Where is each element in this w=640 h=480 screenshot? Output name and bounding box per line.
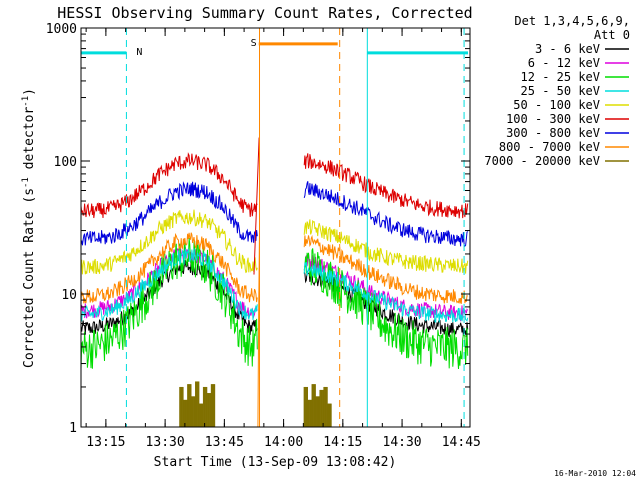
legend-label: 300 - 800 keV — [506, 126, 600, 140]
y-tick-label: 1000 — [46, 22, 77, 37]
series-5-line — [80, 152, 258, 219]
series-5 — [80, 152, 469, 219]
mode-label-1: S — [251, 38, 257, 49]
series-6-line — [303, 181, 469, 247]
series-4-line — [303, 219, 469, 274]
y-axis-label: Corrected Count Rate (s-1 detector-1) — [21, 88, 37, 368]
chart-title: HESSI Observing Summary Count Rates, Cor… — [57, 4, 472, 22]
marker-layer: NS — [81, 28, 469, 427]
series-3-line — [303, 262, 469, 323]
legend-label: 50 - 100 keV — [513, 98, 600, 112]
series-8 — [179, 381, 332, 427]
series-6 — [80, 181, 469, 247]
x-tick-label: 14:15 — [323, 435, 362, 450]
footer-timestamp: 16-Mar-2010 12:04 — [554, 469, 636, 478]
mode-label-0: N — [136, 47, 142, 58]
legend-label: 25 - 50 keV — [521, 84, 600, 98]
series-3-line — [80, 248, 258, 322]
series-7 — [80, 232, 469, 304]
y-tick-label: 100 — [54, 155, 77, 170]
x-tick-label: 14:45 — [442, 435, 481, 450]
y-axis-label-sup1: -1 — [21, 177, 31, 188]
y-tick-label: 1 — [69, 421, 77, 436]
x-tick-label: 14:30 — [383, 435, 422, 450]
legend-label: 800 - 7000 keV — [499, 140, 600, 154]
legend-label: 100 - 300 keV — [506, 112, 600, 126]
x-tick-label: 13:15 — [86, 435, 125, 450]
series-7-line — [303, 234, 469, 304]
flare-rise-line — [253, 137, 260, 275]
legend-header-line-1: Det 1,3,4,5,6,9, — [514, 14, 630, 28]
y-tick-label: 10 — [61, 288, 77, 303]
series-4 — [80, 209, 469, 275]
y-axis-label-mid: detector — [22, 107, 37, 178]
series-3 — [80, 248, 469, 323]
legend-label: 7000 - 20000 keV — [484, 154, 600, 168]
plot-frame — [80, 27, 471, 428]
y-axis-label-end: ) — [22, 88, 37, 96]
legend-header-line-2: Att 0 — [594, 28, 630, 42]
y-axis-label-main: Corrected Count Rate (s — [22, 188, 37, 368]
series-4-line — [80, 209, 258, 275]
series-layer — [80, 137, 469, 428]
series-5-line — [303, 153, 469, 219]
legend-label: 6 - 12 keV — [528, 56, 600, 70]
legend-label: 3 - 6 keV — [535, 42, 600, 56]
legend-label: 12 - 25 keV — [521, 70, 600, 84]
tick-layer: 13:15 13:30 13:45 14:00 14:15 14:30 14:45 1 10 10… — [46, 22, 481, 450]
x-tick-label: 14:00 — [264, 435, 303, 450]
series-7-line — [80, 232, 258, 304]
y-axis-label-sup2: -1 — [21, 96, 31, 107]
x-axis-label: Start Time (13-Sep-09 13:08:42) — [154, 455, 397, 470]
series-2-line — [303, 248, 469, 370]
series-6-line — [80, 181, 258, 246]
x-tick-label: 13:45 — [205, 435, 244, 450]
x-tick-label: 13:30 — [146, 435, 185, 450]
